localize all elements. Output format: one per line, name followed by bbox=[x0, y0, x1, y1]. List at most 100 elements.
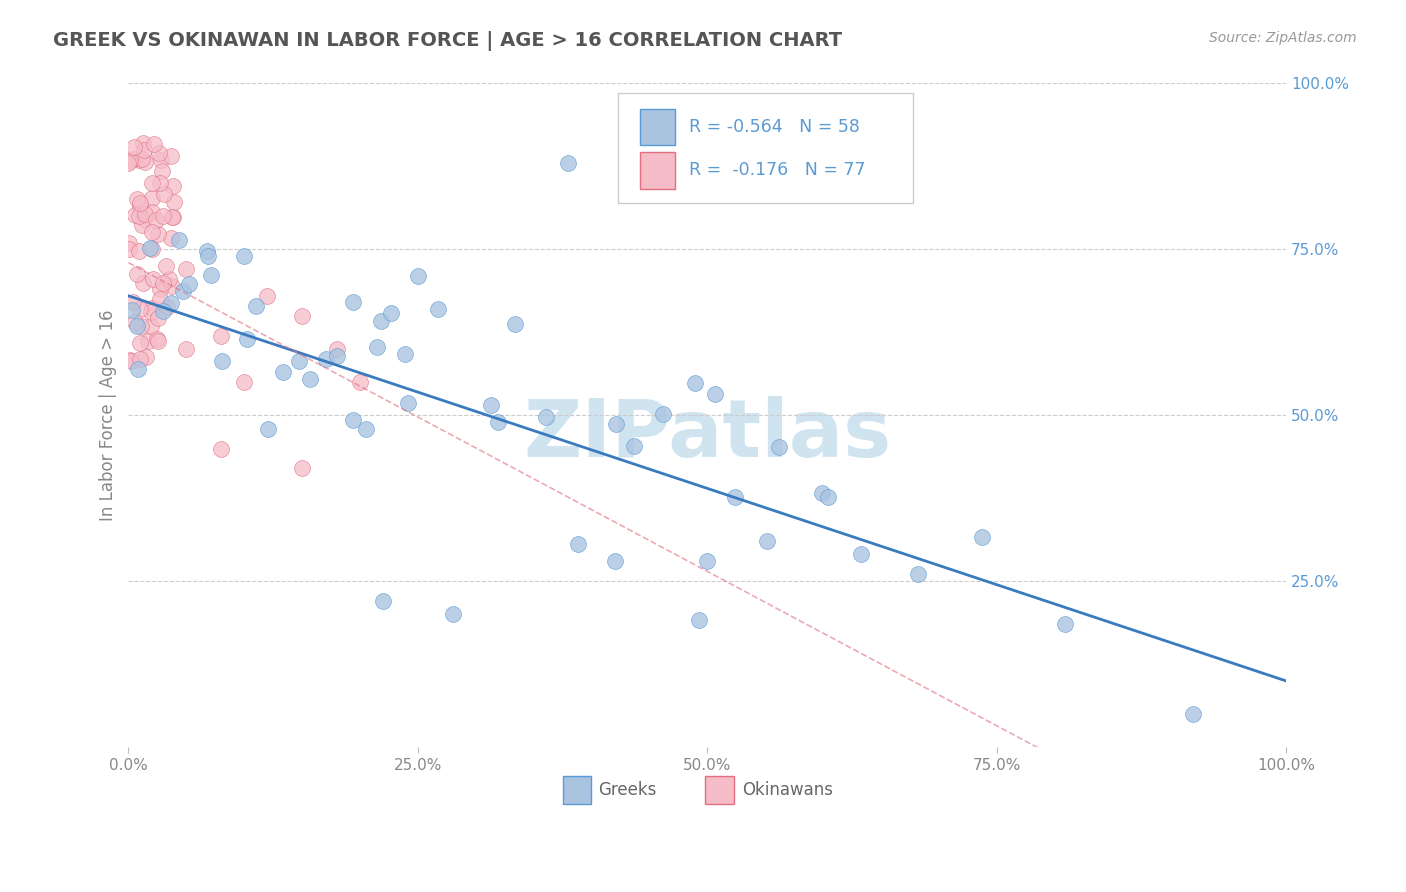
Point bbox=[118, 242, 141, 256]
Point bbox=[849, 548, 872, 562]
Point bbox=[605, 417, 627, 432]
Point bbox=[121, 295, 143, 310]
Point bbox=[287, 354, 309, 368]
Point bbox=[173, 284, 195, 298]
Point bbox=[342, 295, 364, 310]
Point bbox=[141, 205, 163, 219]
Text: ZIPatlas: ZIPatlas bbox=[523, 396, 891, 475]
Point bbox=[160, 278, 183, 293]
Point bbox=[131, 318, 153, 333]
Point bbox=[696, 554, 718, 568]
Point bbox=[315, 351, 337, 366]
Point bbox=[128, 153, 150, 167]
Text: GREEK VS OKINAWAN IN LABOR FORCE | AGE > 16 CORRELATION CHART: GREEK VS OKINAWAN IN LABOR FORCE | AGE >… bbox=[53, 31, 842, 51]
Point bbox=[245, 299, 267, 313]
Point bbox=[146, 334, 169, 348]
Point bbox=[366, 340, 388, 354]
Point bbox=[148, 145, 170, 160]
Point bbox=[291, 461, 314, 475]
FancyBboxPatch shape bbox=[704, 776, 734, 804]
Point bbox=[127, 362, 149, 376]
Point bbox=[160, 296, 183, 310]
Point bbox=[118, 235, 141, 250]
Point bbox=[817, 490, 839, 504]
Point bbox=[135, 350, 157, 364]
Text: Source: ZipAtlas.com: Source: ZipAtlas.com bbox=[1209, 31, 1357, 45]
Point bbox=[233, 375, 256, 389]
Point bbox=[486, 416, 509, 430]
Point bbox=[129, 195, 152, 210]
Text: Greeks: Greeks bbox=[599, 780, 657, 798]
Point bbox=[152, 186, 174, 201]
Point bbox=[149, 292, 172, 306]
Point bbox=[380, 306, 402, 320]
Point bbox=[567, 537, 589, 551]
Point bbox=[768, 441, 790, 455]
Point bbox=[271, 365, 294, 379]
Point bbox=[128, 301, 150, 316]
Point bbox=[117, 156, 139, 170]
Point bbox=[152, 209, 174, 223]
Point bbox=[125, 192, 148, 206]
Point bbox=[907, 567, 929, 582]
Point bbox=[159, 231, 181, 245]
Point bbox=[157, 271, 180, 285]
Point bbox=[200, 268, 222, 283]
Point bbox=[131, 153, 153, 167]
Point bbox=[479, 398, 502, 412]
Point bbox=[536, 409, 558, 424]
Point bbox=[441, 607, 464, 622]
Point bbox=[134, 155, 156, 169]
Point bbox=[131, 219, 153, 233]
Point bbox=[811, 486, 834, 500]
Point bbox=[685, 376, 707, 390]
Point bbox=[354, 422, 377, 436]
Point bbox=[120, 353, 142, 368]
Point bbox=[211, 354, 233, 368]
Point bbox=[120, 354, 142, 368]
Point bbox=[128, 199, 150, 213]
Point bbox=[132, 136, 155, 150]
Point bbox=[197, 244, 219, 258]
Point bbox=[121, 302, 143, 317]
Point bbox=[176, 342, 198, 356]
Point bbox=[756, 533, 779, 548]
Point bbox=[148, 311, 170, 326]
Point bbox=[134, 207, 156, 221]
Point bbox=[146, 227, 169, 241]
Point bbox=[406, 268, 429, 283]
Point bbox=[257, 421, 280, 435]
FancyBboxPatch shape bbox=[562, 776, 592, 804]
Point bbox=[129, 351, 152, 366]
Point bbox=[141, 301, 163, 315]
Point bbox=[370, 314, 392, 328]
Point bbox=[349, 375, 371, 389]
Point bbox=[236, 333, 259, 347]
Point bbox=[122, 140, 145, 154]
FancyBboxPatch shape bbox=[640, 109, 675, 145]
Point bbox=[688, 613, 710, 627]
Point bbox=[145, 332, 167, 346]
Point bbox=[209, 328, 232, 343]
Point bbox=[141, 243, 163, 257]
Point bbox=[160, 149, 183, 163]
Point bbox=[129, 336, 152, 351]
Point bbox=[503, 318, 526, 332]
FancyBboxPatch shape bbox=[640, 153, 675, 189]
Point bbox=[141, 318, 163, 333]
Point bbox=[150, 153, 173, 167]
Point bbox=[142, 272, 165, 286]
Point bbox=[177, 277, 200, 292]
Point bbox=[233, 249, 256, 263]
Point bbox=[162, 179, 184, 194]
Point bbox=[970, 530, 993, 544]
Point bbox=[371, 594, 394, 608]
Point bbox=[623, 439, 645, 453]
Point bbox=[156, 300, 179, 314]
Point bbox=[291, 309, 314, 323]
Point bbox=[162, 211, 184, 225]
Point bbox=[149, 282, 172, 296]
Point bbox=[122, 152, 145, 166]
Point bbox=[124, 208, 146, 222]
Point bbox=[141, 176, 163, 190]
